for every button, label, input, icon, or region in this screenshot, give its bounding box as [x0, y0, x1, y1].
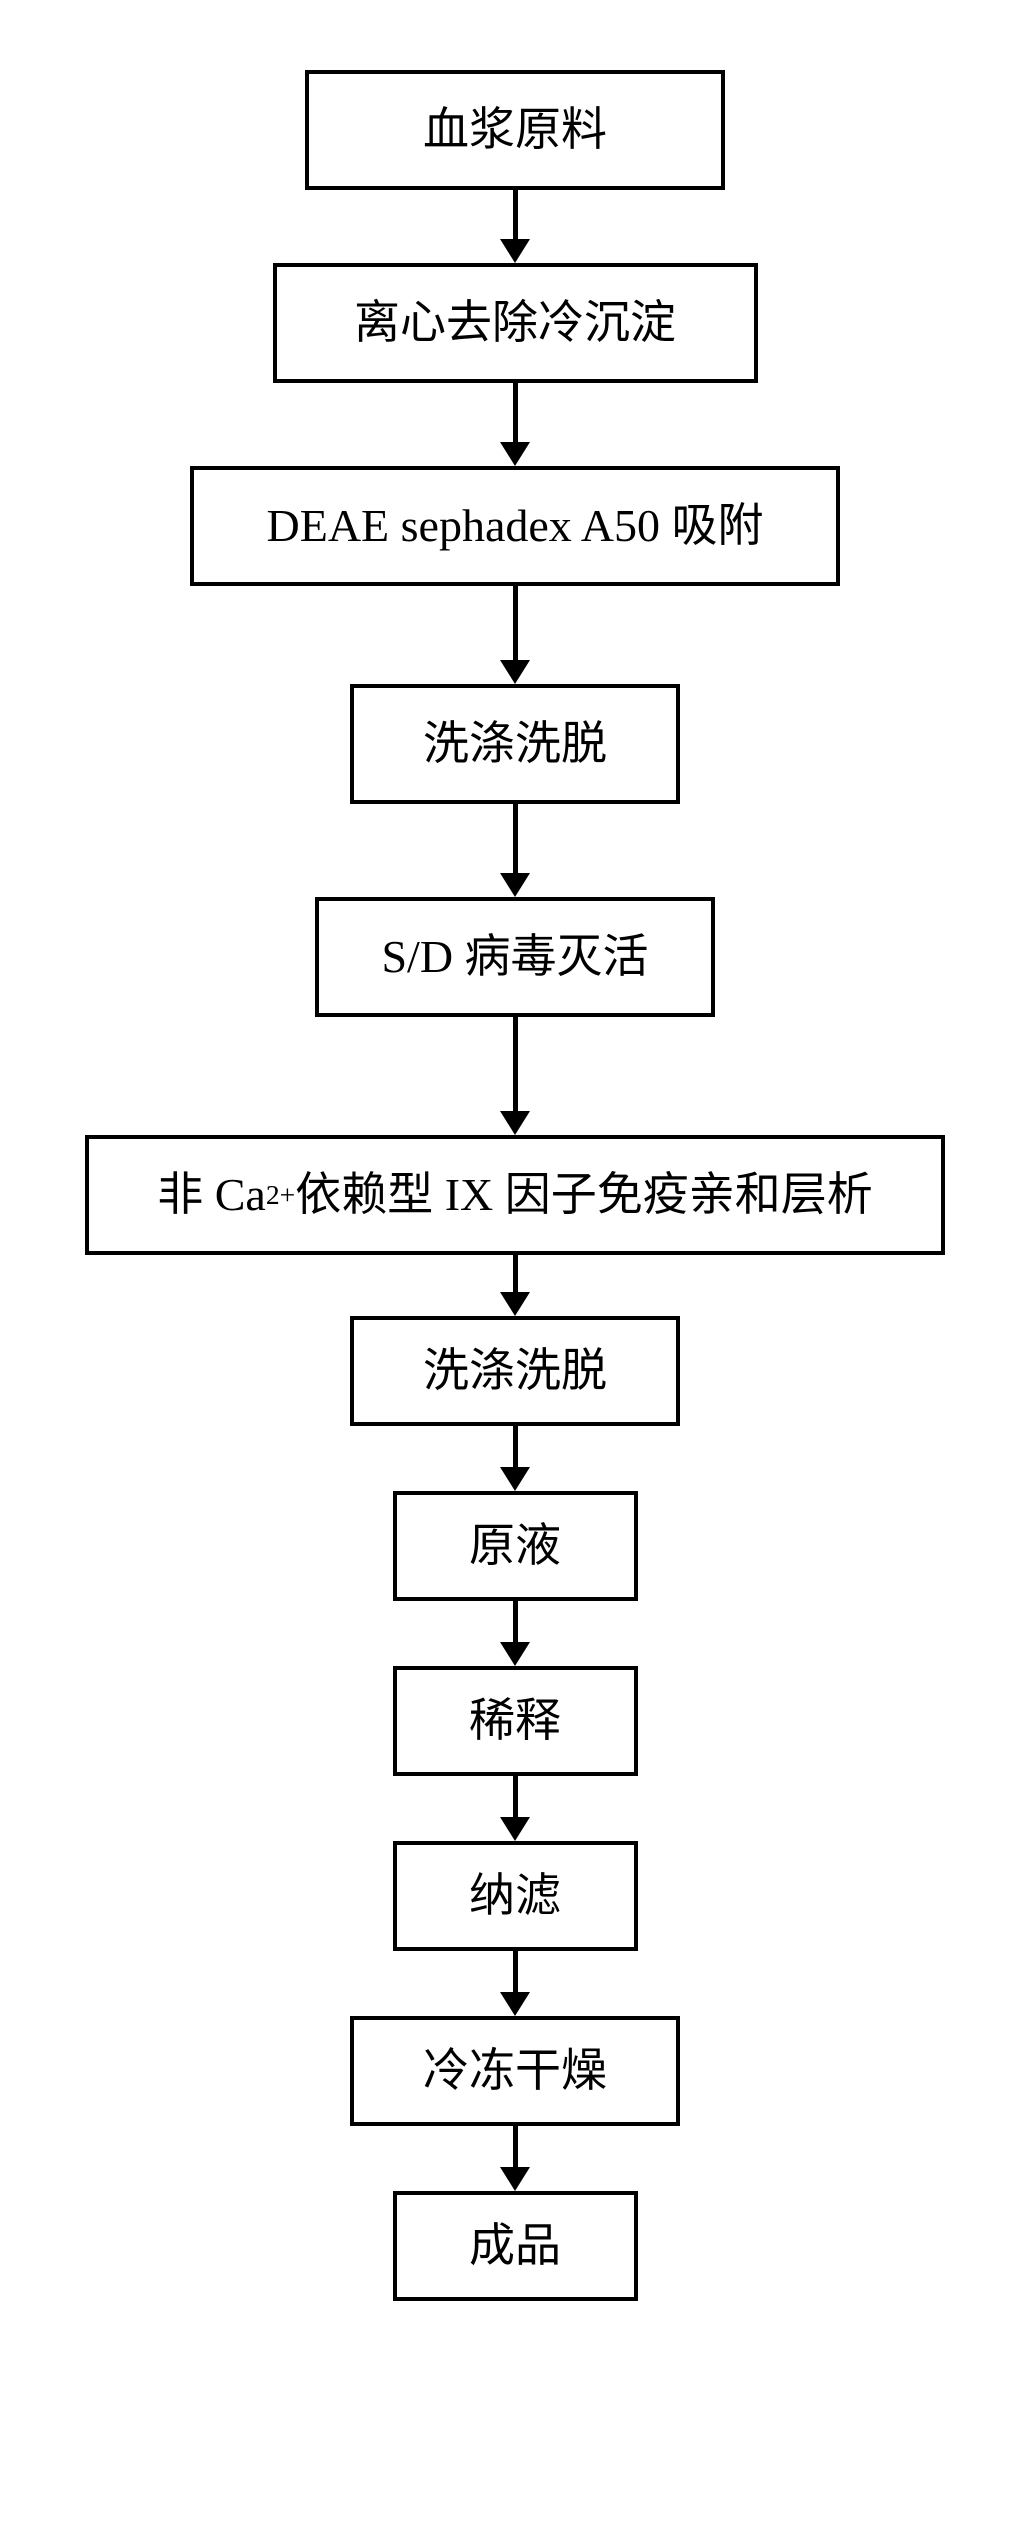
flowchart-container: 血浆原料 离心去除冷沉淀 DEAE sephadex A50 吸附 洗涤洗脱 S… — [85, 70, 945, 2301]
flow-arrow-5 — [500, 1017, 530, 1135]
flow-arrow-2 — [500, 383, 530, 466]
flow-arrow-1 — [500, 190, 530, 263]
flow-node-10: 纳滤 — [393, 1841, 638, 1951]
flow-node-11: 冷冻干燥 — [350, 2016, 680, 2126]
flow-node-1: 血浆原料 — [305, 70, 725, 190]
flow-arrow-9 — [500, 1776, 530, 1841]
flow-node-12: 成品 — [393, 2191, 638, 2301]
flow-arrow-8 — [500, 1601, 530, 1666]
flow-arrow-11 — [500, 2126, 530, 2191]
flow-node-6: 非 Ca2+依赖型 IX 因子免疫亲和层析 — [85, 1135, 945, 1255]
flow-node-8: 原液 — [393, 1491, 638, 1601]
flow-arrow-3 — [500, 586, 530, 684]
flow-arrow-7 — [500, 1426, 530, 1491]
flow-node-9: 稀释 — [393, 1666, 638, 1776]
flow-node-2: 离心去除冷沉淀 — [273, 263, 758, 383]
flow-arrow-6 — [500, 1255, 530, 1316]
flow-node-3: DEAE sephadex A50 吸附 — [190, 466, 840, 586]
flow-arrow-4 — [500, 804, 530, 897]
flow-node-7: 洗涤洗脱 — [350, 1316, 680, 1426]
flow-node-5: S/D 病毒灭活 — [315, 897, 715, 1017]
flow-arrow-10 — [500, 1951, 530, 2016]
flow-node-4: 洗涤洗脱 — [350, 684, 680, 804]
